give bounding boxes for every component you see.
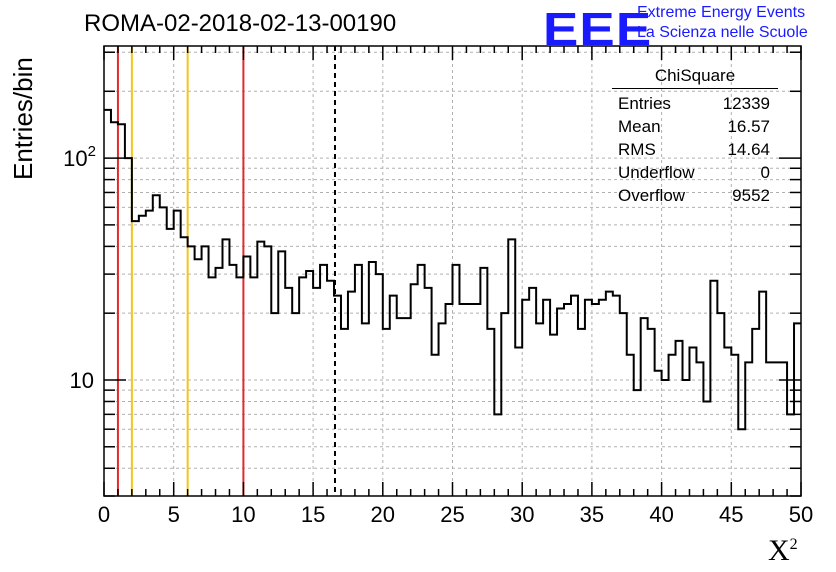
y-tick-labels: 10 102	[63, 143, 96, 393]
stats-row: Overflow 9552	[612, 184, 778, 207]
eee-logo: EEE	[543, 3, 653, 55]
reference-lines	[116, 46, 336, 496]
stats-label: RMS	[618, 140, 656, 159]
x-tick-label: 45	[719, 502, 743, 527]
grid	[104, 46, 801, 496]
chart-title: ROMA-02-2018-02-13-00190	[84, 10, 397, 37]
logo-line-2: La Scienza nelle Scuole	[637, 24, 808, 41]
y-tick-label: 10	[70, 368, 94, 393]
stats-box: ChiSquare Entries 12339 Mean 16.57 RMS 1…	[612, 66, 778, 207]
stats-label: Mean	[618, 117, 661, 136]
histogram-line	[104, 108, 801, 431]
axis-ticks	[103, 46, 802, 497]
stats-value: 14.64	[727, 140, 770, 159]
x-tick-label: 30	[510, 502, 534, 527]
x-tick-label: 20	[371, 502, 395, 527]
stats-value: 0	[760, 163, 770, 182]
stats-value: 12339	[722, 94, 770, 113]
stats-value: 9552	[732, 186, 770, 205]
y-tick-label: 102	[63, 143, 96, 171]
x-tick-label: 35	[580, 502, 604, 527]
x-tick-label: 0	[98, 502, 110, 527]
stats-title: ChiSquare	[612, 66, 778, 89]
x-tick-label: 5	[168, 502, 180, 527]
x-tick-label: 40	[649, 502, 673, 527]
stats-label: Underflow	[618, 163, 695, 182]
x-axis-label: X2	[768, 534, 798, 568]
stats-row: Entries 12339	[612, 92, 778, 115]
stats-row: Underflow 0	[612, 161, 778, 184]
x-tick-label: 15	[301, 502, 325, 527]
x-tick-label: 25	[440, 502, 464, 527]
stats-label: Entries	[618, 94, 671, 113]
x-tick-labels: 0 5 10 15 20 25 30 35 40 45 50	[98, 502, 813, 527]
y-axis-label: Entries/bin	[8, 57, 38, 180]
stats-value: 16.57	[727, 117, 770, 136]
x-axis-label-base: X	[768, 534, 790, 567]
x-tick-label: 10	[231, 502, 255, 527]
logo-line-1: Extreme Energy Events	[637, 4, 806, 21]
x-axis-label-superscript: 2	[789, 536, 798, 553]
stats-row: RMS 14.64	[612, 138, 778, 161]
x-tick-label: 50	[789, 502, 813, 527]
stats-row: Mean 16.57	[612, 115, 778, 138]
stats-label: Overflow	[618, 186, 686, 205]
